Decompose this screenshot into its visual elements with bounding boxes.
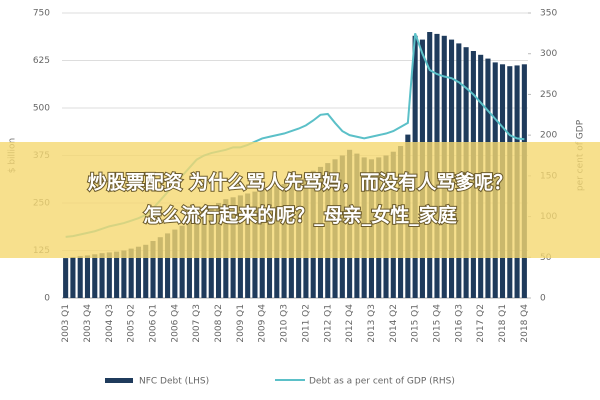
bar: [114, 251, 120, 298]
x-tick-label: 2007 Q3: [192, 304, 202, 343]
bar: [150, 241, 156, 298]
x-tick-label: 2018 Q1: [498, 304, 508, 343]
legend-swatch: [105, 378, 133, 383]
x-tick-label: 2012 Q1: [323, 304, 333, 343]
y2-tick-label: 350: [540, 9, 557, 19]
overlay-band: [0, 142, 600, 258]
x-tick-label: 2015 Q4: [432, 304, 442, 343]
y-tick-label: 500: [33, 104, 50, 114]
x-tick-label: 2008 Q2: [214, 304, 224, 343]
bar: [172, 229, 178, 298]
bar: [63, 258, 69, 298]
y2-tick-label: 300: [540, 49, 557, 59]
x-tick-label: 2003 Q1: [61, 304, 71, 343]
bar: [99, 253, 105, 298]
bar: [186, 222, 192, 298]
x-tick-label: 2009 Q1: [236, 304, 246, 343]
overlay-title: 炒股票配资 为什么骂人先骂妈，而没有人骂爹呢？: [88, 171, 513, 194]
x-tick-label: 2006 Q4: [170, 304, 180, 343]
y-tick-label: 750: [33, 9, 50, 19]
x-tick-label: 2003 Q4: [83, 304, 93, 343]
x-tick-label: 2004 Q3: [105, 304, 115, 343]
bar: [143, 244, 149, 298]
bar: [92, 254, 98, 298]
bar: [121, 250, 127, 298]
x-tick-label: 2014 Q2: [389, 304, 399, 343]
x-tick-label: 2012 Q4: [345, 304, 355, 343]
x-tick-label: 2017 Q2: [476, 304, 486, 343]
x-tick-label: 2010 Q3: [280, 304, 290, 343]
bar: [128, 248, 134, 298]
x-tick-label: 2016 Q3: [454, 304, 464, 343]
y-tick-label: 0: [44, 294, 50, 304]
y2-tick-label: 200: [540, 131, 557, 141]
legend-label: NFC Debt (LHS): [139, 377, 209, 387]
bar: [84, 255, 91, 298]
bar: [135, 246, 142, 298]
bar: [165, 233, 171, 298]
legend-label: Debt as a per cent of GDP (RHS): [309, 377, 455, 387]
x-tick-label: 2009 Q4: [258, 304, 268, 343]
x-tick-label: 2018 Q4: [520, 304, 530, 343]
y2-tick-label: 0: [540, 294, 546, 304]
y-tick-label: 625: [33, 56, 50, 66]
bar: [106, 252, 112, 298]
bar: [157, 237, 163, 298]
x-tick-label: 2005 Q2: [127, 304, 137, 343]
x-tick-label: 2013 Q3: [367, 304, 377, 343]
bar: [179, 225, 185, 298]
x-tick-label: 2006 Q1: [149, 304, 159, 343]
y2-tick-label: 250: [540, 90, 557, 100]
bar: [70, 256, 76, 298]
overlay-title: 怎么流行起来的呢？_母亲_女性_家庭: [143, 204, 457, 227]
x-tick-label: 2015 Q1: [411, 304, 421, 343]
bar: [77, 256, 83, 298]
x-tick-label: 2011 Q2: [301, 304, 311, 343]
